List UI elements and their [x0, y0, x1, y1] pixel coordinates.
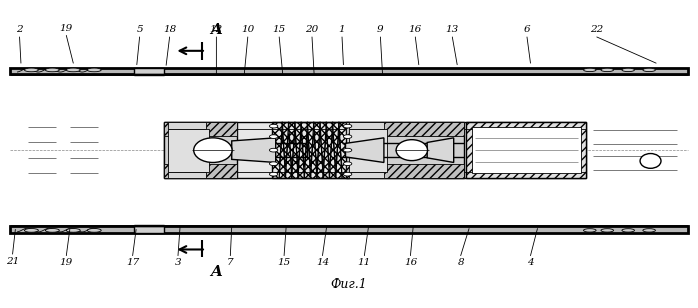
Polygon shape	[346, 138, 384, 163]
Ellipse shape	[622, 229, 634, 232]
Ellipse shape	[193, 138, 232, 163]
Bar	[349, 172, 384, 178]
Bar	[168, 172, 206, 178]
Text: A: A	[210, 265, 223, 279]
Ellipse shape	[601, 68, 614, 71]
Ellipse shape	[343, 162, 352, 166]
Ellipse shape	[269, 162, 278, 166]
Bar	[586, 75, 688, 225]
Ellipse shape	[643, 68, 655, 71]
Text: 16: 16	[404, 258, 417, 267]
Text: 13: 13	[446, 26, 459, 34]
Text: A: A	[210, 23, 223, 37]
Bar	[168, 128, 209, 172]
Bar	[164, 123, 237, 136]
Ellipse shape	[343, 148, 352, 152]
Text: 4: 4	[527, 258, 534, 267]
Ellipse shape	[343, 135, 352, 139]
Ellipse shape	[45, 229, 59, 232]
Text: 18: 18	[163, 26, 176, 34]
Text: 9: 9	[377, 26, 384, 34]
Text: 12: 12	[210, 26, 223, 34]
Text: 2: 2	[16, 26, 23, 34]
Bar	[168, 123, 206, 129]
Ellipse shape	[87, 229, 101, 232]
Bar	[164, 122, 586, 178]
Text: 3: 3	[174, 258, 181, 267]
Text: 1: 1	[339, 26, 346, 34]
Text: 19: 19	[60, 24, 73, 33]
Bar	[164, 158, 202, 178]
Ellipse shape	[343, 124, 352, 128]
Ellipse shape	[269, 172, 278, 176]
Bar	[346, 123, 464, 136]
Text: 22: 22	[591, 26, 603, 34]
Text: 8: 8	[457, 258, 464, 267]
Ellipse shape	[66, 68, 80, 72]
Text: 11: 11	[358, 258, 371, 267]
Text: 15: 15	[273, 26, 285, 34]
Text: Фиг.1: Фиг.1	[331, 278, 367, 291]
Ellipse shape	[269, 135, 278, 139]
Ellipse shape	[584, 229, 596, 232]
Ellipse shape	[269, 148, 278, 152]
Ellipse shape	[66, 229, 80, 232]
Bar	[10, 75, 136, 225]
Text: 14: 14	[316, 258, 329, 267]
Polygon shape	[134, 74, 164, 75]
Ellipse shape	[87, 68, 101, 72]
Text: 16: 16	[409, 26, 422, 34]
Ellipse shape	[643, 229, 655, 232]
Text: 20: 20	[306, 26, 318, 34]
Ellipse shape	[601, 229, 614, 232]
Ellipse shape	[622, 68, 634, 71]
Polygon shape	[427, 138, 454, 163]
Bar	[349, 128, 387, 172]
Text: 6: 6	[524, 26, 530, 34]
Bar	[10, 68, 688, 74]
Bar	[164, 164, 237, 178]
Bar	[349, 123, 384, 129]
Ellipse shape	[584, 68, 596, 71]
Bar	[346, 122, 464, 178]
Polygon shape	[134, 225, 164, 226]
Bar	[272, 122, 349, 178]
Text: 17: 17	[126, 258, 139, 267]
Text: 7: 7	[227, 258, 234, 267]
Bar	[134, 226, 164, 233]
Bar	[164, 122, 237, 178]
Text: 19: 19	[60, 258, 73, 267]
Bar	[346, 164, 464, 178]
Ellipse shape	[343, 172, 352, 176]
Ellipse shape	[24, 68, 38, 72]
Bar	[10, 226, 688, 233]
Ellipse shape	[396, 140, 427, 161]
Ellipse shape	[24, 229, 38, 232]
Bar	[134, 68, 164, 74]
Text: 5: 5	[136, 26, 143, 34]
Polygon shape	[232, 138, 276, 163]
Ellipse shape	[640, 154, 661, 168]
Text: 21: 21	[6, 257, 19, 265]
Bar	[466, 122, 586, 178]
Bar	[472, 127, 581, 173]
Text: 15: 15	[278, 258, 290, 267]
Bar	[272, 122, 349, 178]
Ellipse shape	[269, 124, 278, 128]
Ellipse shape	[45, 68, 59, 72]
Text: 10: 10	[242, 26, 254, 34]
